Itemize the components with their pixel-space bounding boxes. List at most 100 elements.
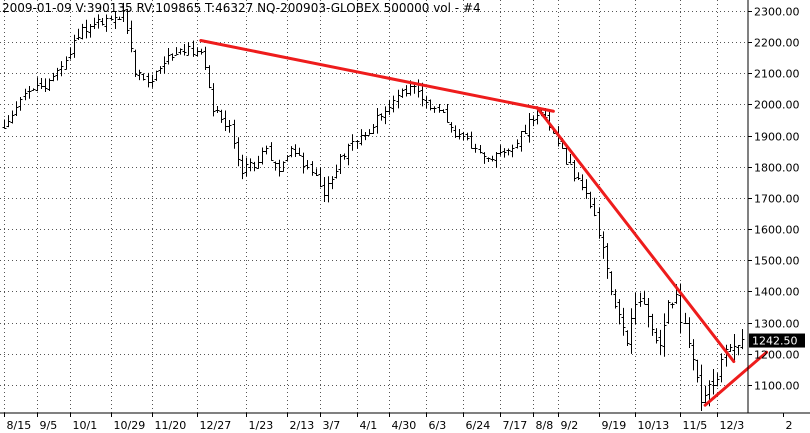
price-bar <box>687 317 692 348</box>
price-bar <box>502 148 507 158</box>
price-bar <box>740 329 745 350</box>
price-bar <box>104 14 109 32</box>
price-bar <box>379 113 384 121</box>
price-bar <box>535 109 540 125</box>
price-bar <box>293 144 298 157</box>
price-bar <box>383 106 388 125</box>
time-tick-label: 9/5 <box>40 419 58 432</box>
price-bar <box>72 34 77 58</box>
price-tick-label: 2200.00 <box>754 37 800 50</box>
price-bar <box>248 158 253 172</box>
trendline <box>535 106 736 364</box>
price-bar <box>605 243 610 279</box>
price-bar <box>305 160 310 170</box>
price-bar <box>391 95 396 113</box>
price-bar <box>490 155 495 162</box>
time-tick-label: 4/30 <box>392 419 417 432</box>
price-tick-label: 2300.00 <box>754 6 800 19</box>
price-bar <box>35 77 40 92</box>
time-tick-label: 11/20 <box>155 419 187 432</box>
price-bar <box>469 131 474 149</box>
price-bar <box>150 74 155 88</box>
time-tick-label: 12/27 <box>200 419 232 432</box>
price-bar <box>186 42 191 56</box>
time-tick-label: 1/23 <box>249 419 274 432</box>
price-tick-label: 1900.00 <box>754 131 800 144</box>
price-bar <box>281 161 286 172</box>
price-bar <box>273 161 278 171</box>
price-bar <box>342 153 347 160</box>
price-bar <box>568 154 573 165</box>
price-bar <box>404 85 409 97</box>
price-tick-label: 1100.00 <box>754 380 800 393</box>
price-bar <box>55 67 60 81</box>
last-price-label: 1242.50 <box>752 335 798 348</box>
price-bar <box>285 155 290 162</box>
chart-header: 2009-01-09 V:390135 RV:109865 T:46327 NQ… <box>2 1 481 15</box>
price-bar <box>601 231 606 259</box>
time-tick-label: 10/1 <box>73 419 98 432</box>
price-bar <box>646 297 651 328</box>
price-bar <box>642 290 647 305</box>
price-bar <box>68 47 73 60</box>
price-bar <box>588 191 593 209</box>
price-bar <box>363 132 368 141</box>
price-bar <box>613 289 618 309</box>
time-tick-label: 4/1 <box>360 419 378 432</box>
price-bar <box>199 48 204 55</box>
time-axis: 8/15 9/5 10/1 10/29 11/20 12/27 1/23 2/13 3/7 4/1… <box>4 413 793 432</box>
price-bar <box>14 101 19 116</box>
trendline <box>703 350 769 407</box>
price-bar <box>326 176 331 203</box>
price-bar <box>64 56 69 70</box>
price-tick-label: 1400.00 <box>754 286 800 299</box>
price-bar <box>43 78 48 93</box>
price-bar <box>420 82 425 107</box>
price-bar <box>100 18 105 26</box>
price-axis: 1100.00 1200.00 1300.00 1400.00 1500.00 1600.… <box>748 6 800 393</box>
price-tick-label: 2000.00 <box>754 99 800 112</box>
last-price-marker: 1242.50 <box>749 333 805 348</box>
price-bar <box>396 89 401 109</box>
price-bar <box>88 24 93 38</box>
price-bar <box>654 328 659 344</box>
time-tick-label: 2 <box>786 419 793 432</box>
price-bar <box>96 14 101 29</box>
price-bar <box>367 129 372 136</box>
price-bar <box>269 142 274 161</box>
price-bar <box>2 119 7 129</box>
price-bar <box>223 110 228 131</box>
price-tick-label: 1700.00 <box>754 193 800 206</box>
grid <box>0 0 748 413</box>
time-tick-label: 8/8 <box>536 419 554 432</box>
price-bar <box>715 373 720 387</box>
price-bar <box>432 106 437 113</box>
price-bar <box>121 2 126 22</box>
price-bar <box>146 72 151 88</box>
price-bar <box>10 110 15 124</box>
price-bar <box>453 125 458 138</box>
price-tick-label: 1500.00 <box>754 255 800 268</box>
price-bar <box>683 312 688 324</box>
price-bar <box>494 152 499 168</box>
time-tick-label: 6/3 <box>429 419 447 432</box>
price-bar <box>621 307 626 336</box>
price-bar <box>346 143 351 166</box>
time-tick-label: 3/7 <box>323 419 341 432</box>
time-tick-label: 10/29 <box>114 419 146 432</box>
price-bar <box>252 161 257 172</box>
price-bar <box>625 330 630 346</box>
price-bar <box>6 115 11 128</box>
price-bar <box>584 179 589 199</box>
price-bar <box>592 197 597 217</box>
price-bar <box>232 119 237 149</box>
price-bar <box>506 148 511 156</box>
price-bar <box>638 292 643 307</box>
price-bar <box>191 40 196 57</box>
price-bar <box>597 207 602 239</box>
price-bar <box>76 28 81 40</box>
price-bar <box>523 124 528 134</box>
price-bar <box>662 313 667 357</box>
price-bar <box>59 61 64 77</box>
